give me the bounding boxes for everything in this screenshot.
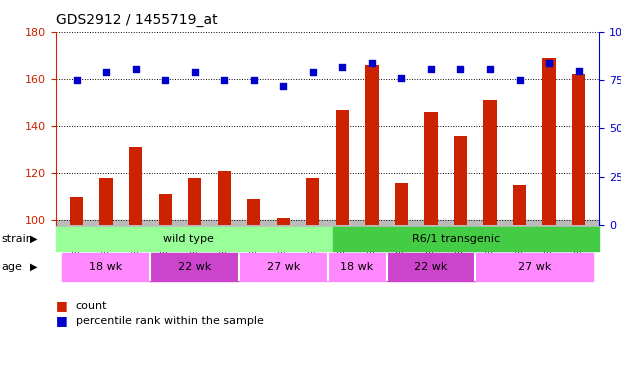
Bar <box>424 112 438 225</box>
Point <box>71 77 81 83</box>
Point <box>190 69 200 75</box>
Text: strain: strain <box>1 234 33 244</box>
Bar <box>336 110 349 225</box>
Text: wild type: wild type <box>163 234 214 244</box>
Text: ■: ■ <box>56 314 68 327</box>
Bar <box>483 100 497 225</box>
Bar <box>276 218 290 225</box>
Bar <box>513 185 526 225</box>
Bar <box>70 197 83 225</box>
Text: GDS2912 / 1455719_at: GDS2912 / 1455719_at <box>56 13 217 27</box>
Text: ▶: ▶ <box>30 234 37 244</box>
Bar <box>542 58 556 225</box>
Point <box>219 77 229 83</box>
Text: ■: ■ <box>56 299 68 312</box>
Bar <box>328 253 387 281</box>
Bar <box>158 194 172 225</box>
Text: 22 wk: 22 wk <box>178 262 211 272</box>
Text: 27 wk: 27 wk <box>266 262 300 272</box>
Text: percentile rank within the sample: percentile rank within the sample <box>76 316 264 326</box>
Bar <box>454 135 467 225</box>
Text: age: age <box>1 262 22 272</box>
Bar <box>56 220 599 226</box>
Point <box>574 68 584 74</box>
Bar <box>217 171 231 225</box>
Point <box>485 66 495 72</box>
Point <box>101 69 111 75</box>
Text: 18 wk: 18 wk <box>340 262 374 272</box>
Bar <box>239 253 328 281</box>
Bar <box>150 253 239 281</box>
Bar <box>62 253 150 281</box>
Bar <box>99 178 113 225</box>
Bar <box>56 227 333 251</box>
Text: count: count <box>76 301 107 310</box>
Point <box>337 64 347 70</box>
Bar <box>333 227 599 251</box>
Point <box>130 66 140 72</box>
Text: ▶: ▶ <box>30 262 37 272</box>
Point <box>278 83 288 89</box>
Bar <box>395 183 408 225</box>
Text: 22 wk: 22 wk <box>414 262 448 272</box>
Point <box>396 75 406 81</box>
Text: 27 wk: 27 wk <box>518 262 551 272</box>
Point <box>515 77 525 83</box>
Bar <box>365 65 379 225</box>
Bar <box>247 199 260 225</box>
Point <box>249 77 259 83</box>
Bar <box>387 253 475 281</box>
Point <box>367 60 377 66</box>
Bar <box>188 178 201 225</box>
Bar <box>129 147 142 225</box>
Point <box>544 60 554 66</box>
Bar <box>572 74 585 225</box>
Point <box>308 69 318 75</box>
Bar <box>475 253 593 281</box>
Text: R6/1 transgenic: R6/1 transgenic <box>412 234 500 244</box>
Bar <box>306 178 319 225</box>
Text: 18 wk: 18 wk <box>89 262 123 272</box>
Point <box>455 66 465 72</box>
Point <box>160 77 170 83</box>
Point <box>426 66 436 72</box>
